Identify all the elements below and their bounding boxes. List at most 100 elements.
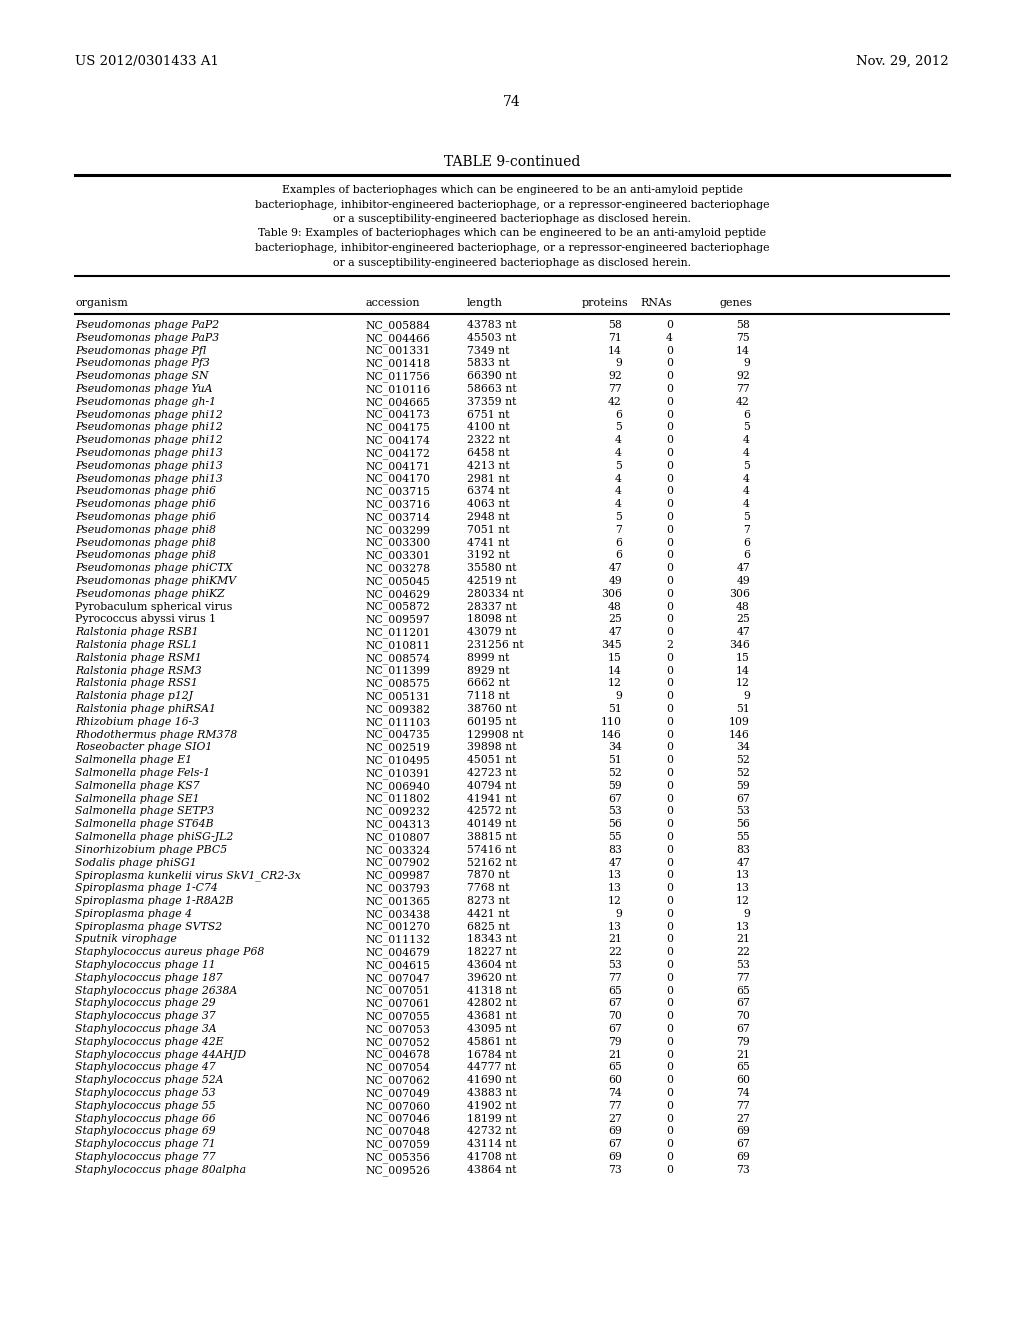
Text: Ralstonia phage RSB1: Ralstonia phage RSB1 xyxy=(75,627,199,638)
Text: 48: 48 xyxy=(608,602,622,611)
Text: NC_004679: NC_004679 xyxy=(365,948,430,958)
Text: 43604 nt: 43604 nt xyxy=(467,960,516,970)
Text: 0: 0 xyxy=(666,653,673,663)
Text: 13: 13 xyxy=(736,883,750,894)
Text: 67: 67 xyxy=(736,1139,750,1150)
Text: NC_009526: NC_009526 xyxy=(365,1164,430,1176)
Text: 47: 47 xyxy=(608,858,622,867)
Text: 9: 9 xyxy=(615,692,622,701)
Text: 7: 7 xyxy=(743,525,750,535)
Text: Pseudomonas phage phi6: Pseudomonas phage phi6 xyxy=(75,486,216,496)
Text: 67: 67 xyxy=(736,1024,750,1034)
Text: 0: 0 xyxy=(666,678,673,689)
Text: 21: 21 xyxy=(736,935,750,944)
Text: 66390 nt: 66390 nt xyxy=(467,371,517,381)
Text: Staphylococcus phage 47: Staphylococcus phage 47 xyxy=(75,1063,216,1072)
Text: NC_011132: NC_011132 xyxy=(365,935,430,945)
Text: 4063 nt: 4063 nt xyxy=(467,499,510,510)
Text: 0: 0 xyxy=(666,665,673,676)
Text: 5: 5 xyxy=(743,512,750,521)
Text: 0: 0 xyxy=(666,1114,673,1123)
Text: 2322 nt: 2322 nt xyxy=(467,436,510,445)
Text: 6: 6 xyxy=(743,537,750,548)
Text: Pyrobaculum spherical virus: Pyrobaculum spherical virus xyxy=(75,602,232,611)
Text: NC_003278: NC_003278 xyxy=(365,564,430,574)
Text: 0: 0 xyxy=(666,537,673,548)
Text: 67: 67 xyxy=(608,1024,622,1034)
Text: Pseudomonas phage YuA: Pseudomonas phage YuA xyxy=(75,384,213,393)
Text: Salmonella phage Fels-1: Salmonella phage Fels-1 xyxy=(75,768,210,777)
Text: 6: 6 xyxy=(743,550,750,561)
Text: NC_003300: NC_003300 xyxy=(365,537,430,548)
Text: NC_007902: NC_007902 xyxy=(365,858,430,869)
Text: 7349 nt: 7349 nt xyxy=(467,346,509,355)
Text: 70: 70 xyxy=(736,1011,750,1022)
Text: 25: 25 xyxy=(608,614,622,624)
Text: 16784 nt: 16784 nt xyxy=(467,1049,516,1060)
Text: 129908 nt: 129908 nt xyxy=(467,730,523,739)
Text: NC_011802: NC_011802 xyxy=(365,793,430,804)
Text: Pyrococcus abyssi virus 1: Pyrococcus abyssi virus 1 xyxy=(75,614,216,624)
Text: 0: 0 xyxy=(666,1139,673,1150)
Text: Staphylococcus phage 77: Staphylococcus phage 77 xyxy=(75,1152,216,1162)
Text: Spiroplasma phage 1-R8A2B: Spiroplasma phage 1-R8A2B xyxy=(75,896,233,906)
Text: 42519 nt: 42519 nt xyxy=(467,576,516,586)
Text: US 2012/0301433 A1: US 2012/0301433 A1 xyxy=(75,55,219,69)
Text: Spiroplasma phage 4: Spiroplasma phage 4 xyxy=(75,908,193,919)
Text: 0: 0 xyxy=(666,896,673,906)
Text: NC_010811: NC_010811 xyxy=(365,640,430,651)
Text: 27: 27 xyxy=(736,1114,750,1123)
Text: bacteriophage, inhibitor-engineered bacteriophage, or a repressor-engineered bac: bacteriophage, inhibitor-engineered bact… xyxy=(255,243,769,253)
Text: 77: 77 xyxy=(736,1101,750,1111)
Text: 75: 75 xyxy=(736,333,750,343)
Text: 27: 27 xyxy=(608,1114,622,1123)
Text: 48: 48 xyxy=(736,602,750,611)
Text: 60: 60 xyxy=(608,1076,622,1085)
Text: NC_007060: NC_007060 xyxy=(365,1101,430,1111)
Text: 15: 15 xyxy=(736,653,750,663)
Text: 73: 73 xyxy=(736,1164,750,1175)
Text: TABLE 9-continued: TABLE 9-continued xyxy=(443,154,581,169)
Text: Table 9: Examples of bacteriophages which can be engineered to be an anti-amyloi: Table 9: Examples of bacteriophages whic… xyxy=(258,228,766,239)
Text: NC_004173: NC_004173 xyxy=(365,409,430,420)
Text: NC_003715: NC_003715 xyxy=(365,486,430,498)
Text: 9: 9 xyxy=(743,359,750,368)
Text: 7051 nt: 7051 nt xyxy=(467,525,510,535)
Text: 40149 nt: 40149 nt xyxy=(467,820,516,829)
Text: 69: 69 xyxy=(736,1152,750,1162)
Text: Salmonella phage KS7: Salmonella phage KS7 xyxy=(75,781,200,791)
Text: NC_010495: NC_010495 xyxy=(365,755,430,766)
Text: 4: 4 xyxy=(615,499,622,510)
Text: 7118 nt: 7118 nt xyxy=(467,692,510,701)
Text: NC_005131: NC_005131 xyxy=(365,692,430,702)
Text: RNAs: RNAs xyxy=(640,298,672,308)
Text: NC_001365: NC_001365 xyxy=(365,896,430,907)
Text: Salmonella phage SETP3: Salmonella phage SETP3 xyxy=(75,807,214,816)
Text: Staphylococcus phage 71: Staphylococcus phage 71 xyxy=(75,1139,216,1150)
Text: 9: 9 xyxy=(615,908,622,919)
Text: 0: 0 xyxy=(666,1076,673,1085)
Text: 70: 70 xyxy=(608,1011,622,1022)
Text: 5: 5 xyxy=(743,461,750,471)
Text: 42: 42 xyxy=(736,397,750,407)
Text: 13: 13 xyxy=(608,883,622,894)
Text: 53: 53 xyxy=(736,807,750,816)
Text: 42723 nt: 42723 nt xyxy=(467,768,516,777)
Text: Examples of bacteriophages which can be engineered to be an anti-amyloid peptide: Examples of bacteriophages which can be … xyxy=(282,185,742,195)
Text: Salmonella phage phiSG-JL2: Salmonella phage phiSG-JL2 xyxy=(75,832,233,842)
Text: NC_003716: NC_003716 xyxy=(365,499,430,510)
Text: Staphylococcus phage 55: Staphylococcus phage 55 xyxy=(75,1101,216,1111)
Text: 0: 0 xyxy=(666,371,673,381)
Text: Pseudomonas phage phi12: Pseudomonas phage phi12 xyxy=(75,436,223,445)
Text: 0: 0 xyxy=(666,384,673,393)
Text: 5: 5 xyxy=(615,461,622,471)
Text: 47: 47 xyxy=(608,627,622,638)
Text: 57416 nt: 57416 nt xyxy=(467,845,516,855)
Text: NC_001418: NC_001418 xyxy=(365,359,430,370)
Text: 4213 nt: 4213 nt xyxy=(467,461,510,471)
Text: NC_007048: NC_007048 xyxy=(365,1126,430,1137)
Text: 45051 nt: 45051 nt xyxy=(467,755,516,766)
Text: Nov. 29, 2012: Nov. 29, 2012 xyxy=(856,55,949,69)
Text: Pseudomonas phage phi13: Pseudomonas phage phi13 xyxy=(75,461,223,471)
Text: Rhizobium phage 16-3: Rhizobium phage 16-3 xyxy=(75,717,199,727)
